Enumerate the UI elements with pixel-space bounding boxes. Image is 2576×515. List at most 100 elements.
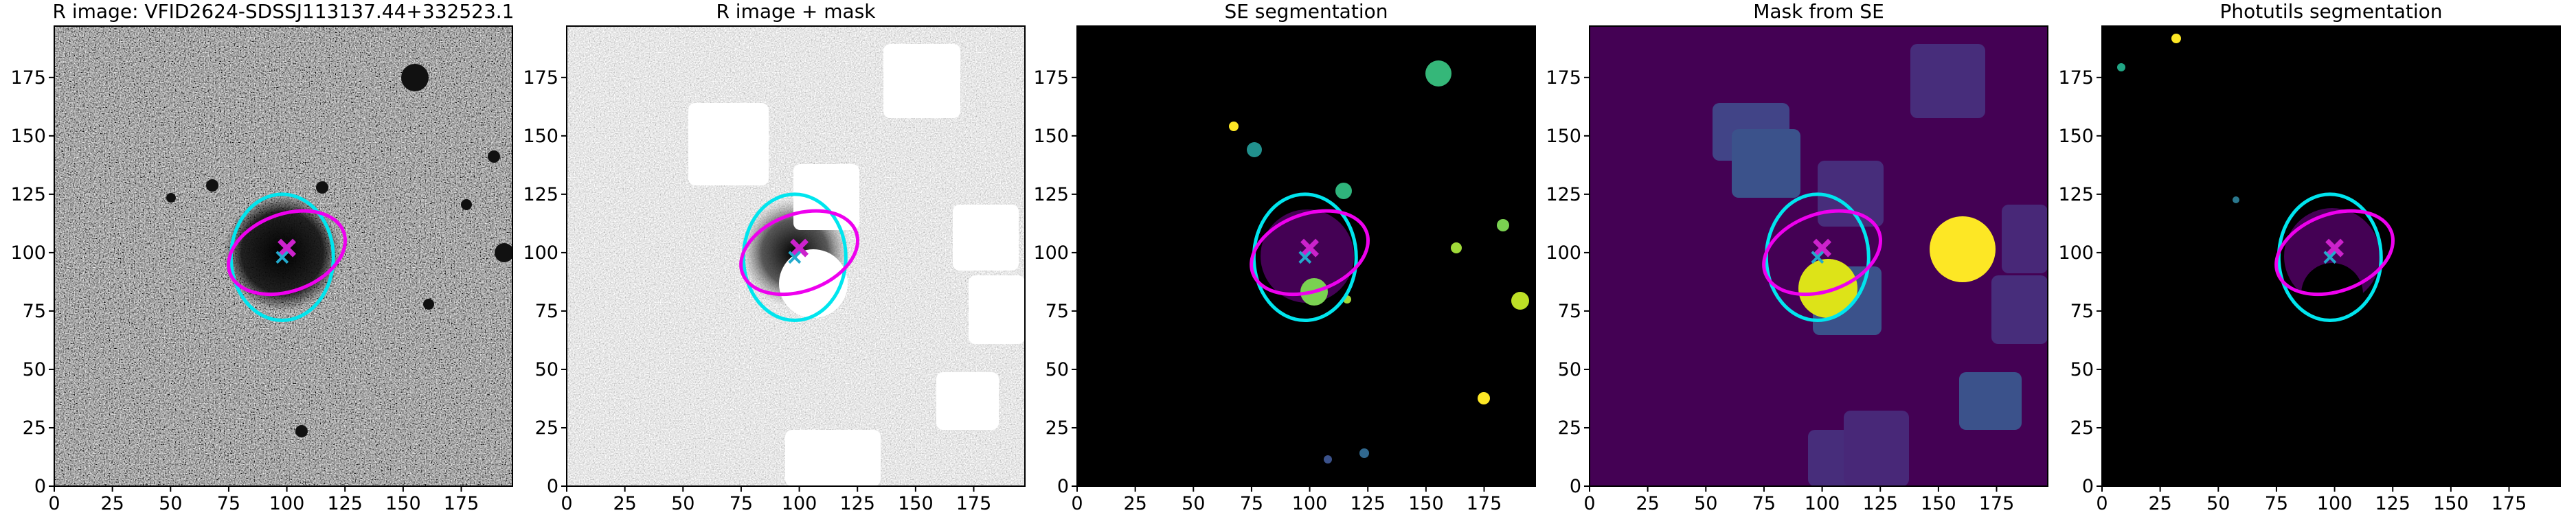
axes-frame [1076, 25, 1536, 487]
segment [1359, 448, 1369, 458]
y-tick-label: 150 [1546, 126, 1581, 147]
y-tick-label: 0 [1570, 476, 1581, 497]
y-tick-label: 125 [2058, 184, 2094, 205]
x-tick-label: 100 [2317, 493, 2353, 514]
segment [1511, 292, 1529, 310]
x-tick-label: 175 [1979, 493, 2015, 514]
x-tick-label: 50 [1694, 493, 1717, 514]
x-tick-label: 75 [730, 493, 753, 514]
panel-title: Mask from SE [1753, 0, 1884, 23]
x-tick-label: 150 [385, 493, 421, 514]
center-marker [1811, 251, 1824, 264]
y-tick-label: 175 [2058, 67, 2094, 89]
y-tick-label: 150 [2058, 126, 2094, 147]
y-tick-label: 175 [523, 67, 558, 89]
panel: 0 25 50 75 100 125 150 175 0 25 50 75 100 125 150 175 R … [10, 0, 514, 514]
y-tick-label: 125 [1546, 184, 1581, 205]
x-tick-label: 125 [327, 493, 363, 514]
panel-title: R image + mask [716, 0, 876, 23]
y-tick-label: 125 [523, 184, 558, 205]
x-tick-label: 100 [1805, 493, 1840, 514]
y-tick-label: 150 [1033, 126, 1069, 147]
source [206, 179, 218, 192]
x-tick-label: 50 [159, 493, 182, 514]
segment [1324, 455, 1332, 464]
x-tick-label: 75 [1240, 493, 1263, 514]
y-tick-label: 75 [1558, 301, 1581, 322]
panel: 0 25 50 75 100 125 150 175 0 25 50 75 100 125 150 175 R … [523, 0, 1026, 514]
x-tick-label: 0 [48, 493, 60, 514]
mask-region [1798, 259, 1857, 318]
x-tick-label: 0 [1583, 493, 1595, 514]
y-tick-label: 100 [523, 242, 558, 264]
x-tick-label: 175 [1467, 493, 1502, 514]
segment [1247, 142, 1262, 157]
x-tick-label: 125 [839, 493, 875, 514]
center-marker [278, 238, 297, 258]
segment [1478, 392, 1490, 404]
axes-frame [2101, 25, 2561, 487]
y-tick-label: 125 [10, 184, 46, 205]
y-tick-label: 0 [1057, 476, 1069, 497]
center-marker [1298, 251, 1312, 264]
y-tick-label: 50 [535, 359, 558, 380]
y-tick-label: 25 [23, 417, 46, 439]
source [401, 64, 429, 91]
source [295, 425, 308, 437]
y-tick-label: 0 [2082, 476, 2094, 497]
source [316, 181, 328, 194]
y-tick-label: 125 [1033, 184, 1069, 205]
y-tick-label: 25 [535, 417, 558, 439]
x-tick-label: 50 [1182, 493, 1205, 514]
y-tick-label: 100 [2058, 242, 2094, 264]
x-tick-label: 25 [1636, 493, 1659, 514]
y-tick-label: 150 [10, 126, 46, 147]
center-marker [1813, 238, 1832, 258]
y-tick-label: 0 [547, 476, 558, 497]
segment [1451, 242, 1462, 253]
aperture-ellipse [227, 209, 347, 297]
y-tick-label: 100 [1033, 242, 1069, 264]
x-tick-label: 25 [613, 493, 636, 514]
x-tick-label: 150 [1921, 493, 1956, 514]
x-tick-label: 100 [782, 493, 817, 514]
y-tick-label: 100 [10, 242, 46, 264]
segment [1335, 183, 1352, 199]
x-tick-label: 0 [1071, 493, 1083, 514]
x-tick-label: 100 [269, 493, 305, 514]
x-tick-label: 0 [561, 493, 572, 514]
x-tick-label: 125 [1350, 493, 1386, 514]
aperture-ellipse [2274, 209, 2395, 297]
panel-title: SE segmentation [1225, 0, 1388, 23]
x-tick-label: 75 [1752, 493, 1776, 514]
axes-frame [566, 25, 1026, 487]
y-tick-label: 75 [535, 301, 558, 322]
panel: 0 25 50 75 100 125 150 175 0 25 50 75 100 125 150 175 Ma… [1546, 0, 2048, 514]
y-tick-label: 50 [1046, 359, 1069, 380]
x-tick-label: 175 [2492, 493, 2527, 514]
y-tick-label: 75 [1046, 301, 1069, 322]
center-marker [790, 238, 809, 258]
source [488, 150, 500, 163]
aperture-ellipse [739, 209, 859, 297]
segment [2117, 63, 2125, 71]
source [423, 299, 434, 310]
y-tick-label: 0 [34, 476, 46, 497]
y-tick-label: 75 [23, 301, 46, 322]
x-tick-label: 150 [1408, 493, 1444, 514]
segment [1425, 60, 1451, 87]
x-tick-label: 125 [1862, 493, 1898, 514]
x-tick-label: 150 [898, 493, 934, 514]
x-tick-label: 100 [1292, 493, 1328, 514]
axes-frame [54, 25, 513, 487]
y-tick-label: 75 [2070, 301, 2094, 322]
y-tick-label: 50 [1558, 359, 1581, 380]
x-tick-label: 150 [2433, 493, 2469, 514]
x-tick-label: 175 [956, 493, 992, 514]
segment [1497, 219, 1509, 231]
y-tick-label: 100 [1546, 242, 1581, 264]
center-marker [275, 251, 289, 264]
y-tick-label: 175 [10, 67, 46, 89]
